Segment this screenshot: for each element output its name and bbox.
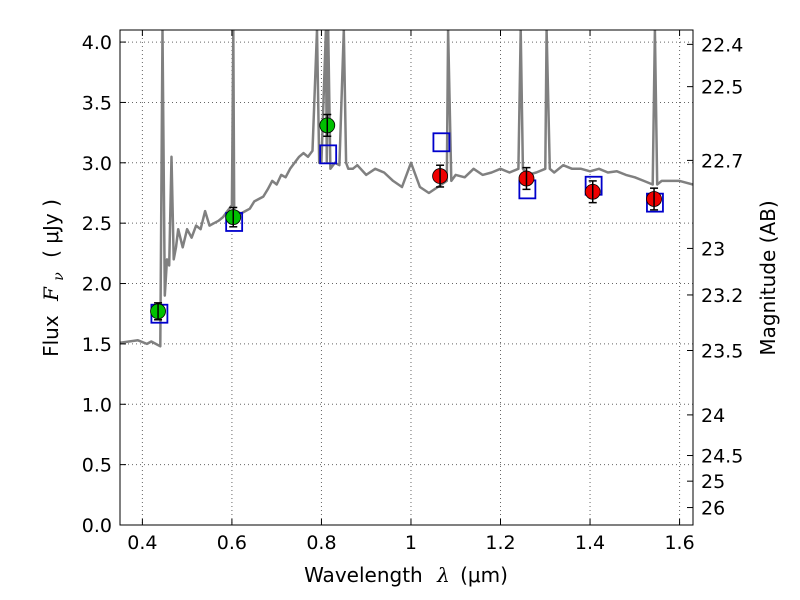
tick-marks	[120, 30, 693, 526]
plot-frame	[119, 29, 694, 526]
x-tick-label: 0.4	[127, 532, 157, 554]
y-tick-label: 2.5	[82, 213, 112, 235]
y-axis-label-symbol: F	[39, 286, 63, 302]
x-tick-label: 0.8	[306, 532, 336, 554]
model-square-marker	[319, 144, 338, 165]
y-tick-label: 2.0	[82, 274, 112, 296]
x-tick-label: 1.6	[664, 532, 694, 554]
mag-tick-label: 26	[701, 498, 725, 520]
mag-tick-label: 24.5	[701, 446, 743, 468]
x-axis-label: Wavelength λ (μm)	[304, 563, 508, 587]
mag-tick-label: 23.5	[701, 340, 743, 362]
mag-tick-label: 24	[701, 405, 725, 427]
x-tick-label: 1	[405, 532, 417, 554]
x-axis-label-text: Wavelength	[304, 563, 423, 587]
x-tick-label: 1.4	[575, 532, 605, 554]
y-tick-label: 1.5	[82, 334, 112, 356]
grid-lines	[120, 30, 693, 526]
x-tick-label: 0.6	[217, 532, 247, 554]
y-axis-label-unit: ( μJy )	[39, 199, 63, 258]
y-tick-label: 4.0	[82, 32, 112, 54]
x-axis-label-symbol: λ	[436, 563, 450, 587]
y-tick-label: 3.0	[82, 153, 112, 175]
y-tick-label: 1.0	[82, 394, 112, 416]
y2-axis-label: Magnitude (AB)	[756, 200, 780, 355]
mag-tick-label: 22.4	[701, 34, 743, 56]
mag-tick-label: 22.5	[701, 77, 743, 99]
x-tick-label: 1.2	[485, 532, 515, 554]
y-axis-label-subscript: ν	[51, 272, 67, 281]
y-tick-label: 3.5	[82, 92, 112, 114]
markers-group	[150, 113, 664, 324]
y-axis-label-text: Flux	[39, 315, 63, 357]
mag-tick-label: 25	[701, 471, 725, 493]
mag-tick-label: 23.2	[701, 285, 743, 307]
spectrum-group	[120, 30, 693, 348]
mag-tick-label: 22.7	[701, 150, 743, 172]
y-axis-label: Flux F ν ( μJy )	[39, 199, 68, 357]
model-square-marker	[432, 132, 451, 153]
y-tick-label: 0.5	[82, 455, 112, 477]
y-tick-label: 0.0	[82, 515, 112, 537]
mag-tick-label: 23	[701, 238, 725, 260]
spectrum-line	[120, 30, 693, 348]
x-axis-label-unit: (μm)	[460, 563, 508, 587]
